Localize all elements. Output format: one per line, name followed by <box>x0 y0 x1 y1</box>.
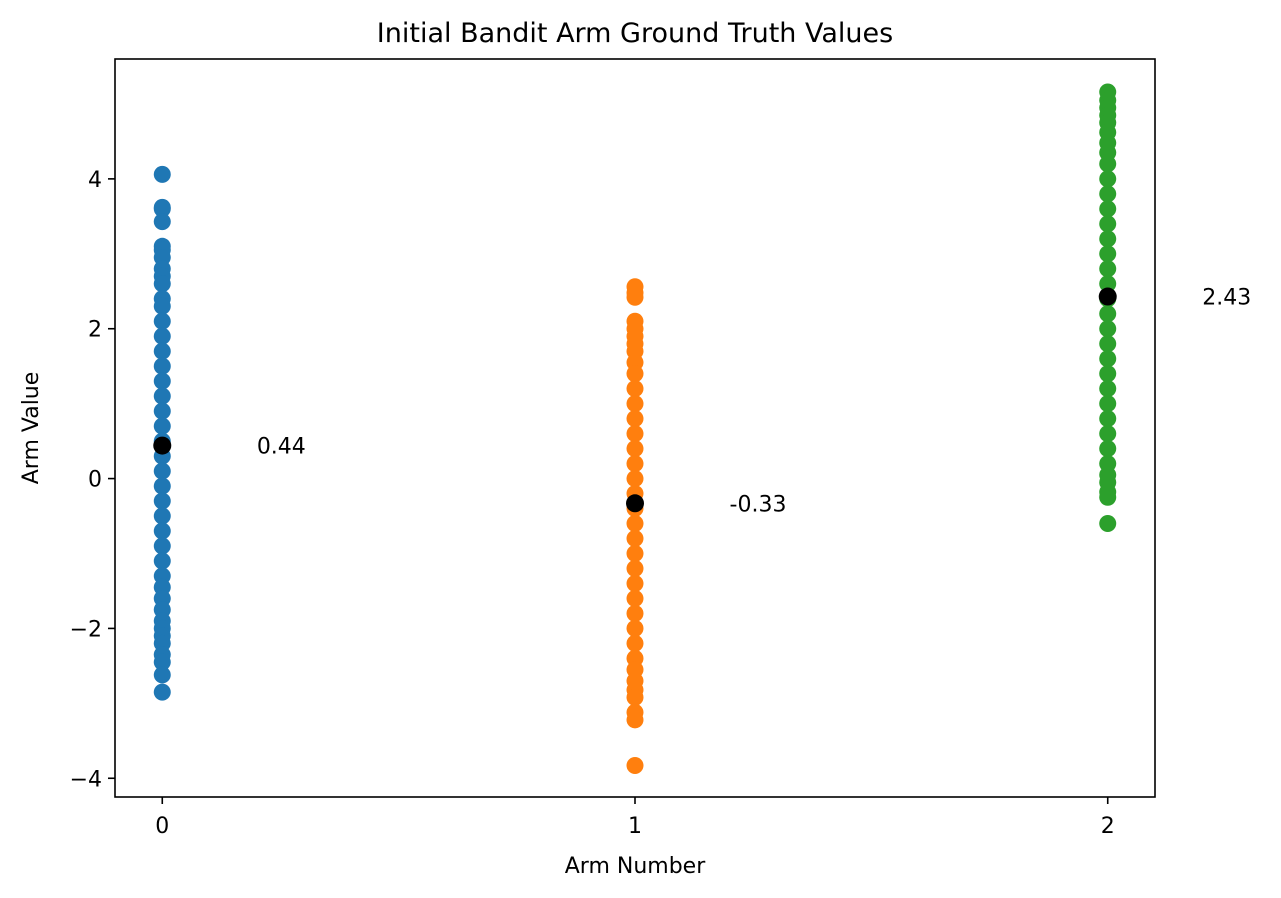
x-tick-label: 1 <box>628 814 642 839</box>
arm-1-mean-point <box>626 494 644 513</box>
arm-0-point <box>153 312 171 330</box>
arm-2-point <box>1099 170 1117 188</box>
y-axis-label: Arm Value <box>19 372 44 485</box>
arm-1-point <box>626 440 644 458</box>
chart-title: Initial Bandit Arm Ground Truth Values <box>377 18 893 49</box>
arm-0-point <box>153 522 171 540</box>
arm-2-point <box>1099 335 1117 353</box>
arm-1-point <box>626 288 644 306</box>
arm-1-point <box>626 365 644 383</box>
arm-0-point <box>153 462 171 480</box>
arm-1-point <box>626 634 644 652</box>
y-tick-label: 4 <box>88 168 102 193</box>
arm-1-point <box>626 380 644 398</box>
arm-2-point <box>1099 515 1117 533</box>
x-axis-label: Arm Number <box>565 854 706 879</box>
plot-points <box>153 83 1117 775</box>
arm-0-point <box>153 507 171 525</box>
arm-2-point <box>1099 365 1117 383</box>
arm-0-point <box>153 537 171 555</box>
arm-2-point <box>1099 245 1117 263</box>
arm-1-point <box>626 410 644 428</box>
arm-1-point <box>626 574 644 592</box>
arm-2-point <box>1099 488 1117 506</box>
arm-0-mean-point <box>153 436 172 455</box>
arm-1-point <box>626 619 644 637</box>
arm-1-point <box>626 688 644 706</box>
arm-0-point <box>153 213 171 231</box>
arm-2-point <box>1099 215 1117 233</box>
arm-2-point <box>1099 200 1117 218</box>
arm-1-point <box>626 757 644 775</box>
arm-1-point <box>626 395 644 413</box>
arm-2-point <box>1099 350 1117 368</box>
mean-points <box>153 287 1117 513</box>
arm-0-point <box>153 552 171 570</box>
x-tick-label: 2 <box>1101 814 1115 839</box>
arm-0-point <box>153 653 171 671</box>
arm-2-point <box>1099 395 1117 413</box>
arm-0-point <box>153 327 171 345</box>
arm-2-point <box>1099 275 1117 293</box>
arm-0-point <box>153 275 171 293</box>
arm-0-point <box>153 683 171 701</box>
arm-1-point <box>626 515 644 533</box>
arm-0-point <box>153 402 171 420</box>
arm-0-point <box>153 477 171 495</box>
arm-2-mean-point <box>1098 287 1117 306</box>
y-tick-label: −2 <box>70 617 102 642</box>
arm-0-point <box>153 297 171 315</box>
arm-2-point <box>1099 410 1117 428</box>
arm-1-point <box>626 559 644 577</box>
arm-0-point <box>153 165 171 183</box>
y-axis: −4 −2 0 2 4 <box>70 168 115 792</box>
arm-1-point <box>626 604 644 622</box>
arm-2-point <box>1099 260 1117 278</box>
arm-1-mean-label: -0.33 <box>730 492 787 517</box>
arm-0-point <box>153 417 171 435</box>
arm-0-point <box>153 492 171 510</box>
arm-2-point <box>1099 155 1117 173</box>
arm-2-point <box>1099 425 1117 443</box>
arm-0-point <box>153 387 171 405</box>
arm-1-point <box>626 455 644 473</box>
y-tick-label: 0 <box>88 468 102 493</box>
x-axis: 0 1 2 <box>155 797 1115 839</box>
arm-0-point <box>153 357 171 375</box>
arm-2-point <box>1099 230 1117 248</box>
arm-2-point <box>1099 305 1117 323</box>
arm-1-point <box>626 544 644 562</box>
arm-1-point <box>626 530 644 548</box>
arm-0-point <box>153 342 171 360</box>
arm-2-mean-label: 2.43 <box>1202 286 1251 311</box>
arm-1-point <box>626 589 644 607</box>
x-tick-label: 0 <box>155 814 169 839</box>
arm-1-point <box>626 711 644 729</box>
arm-1-point <box>626 425 644 443</box>
arm-2-point <box>1099 320 1117 338</box>
y-tick-label: 2 <box>88 318 102 343</box>
arm-2-point <box>1099 380 1117 398</box>
y-tick-label: −4 <box>70 767 102 792</box>
mean-labels: 0.44 -0.33 2.43 <box>257 286 1251 518</box>
arm-2-point <box>1099 440 1117 458</box>
arm-2-point <box>1099 185 1117 203</box>
arm-1-point <box>626 470 644 488</box>
arm-0-mean-label: 0.44 <box>257 435 306 460</box>
arm-0-point <box>153 200 171 218</box>
arm-0-point <box>153 666 171 684</box>
arm-0-point <box>153 372 171 390</box>
